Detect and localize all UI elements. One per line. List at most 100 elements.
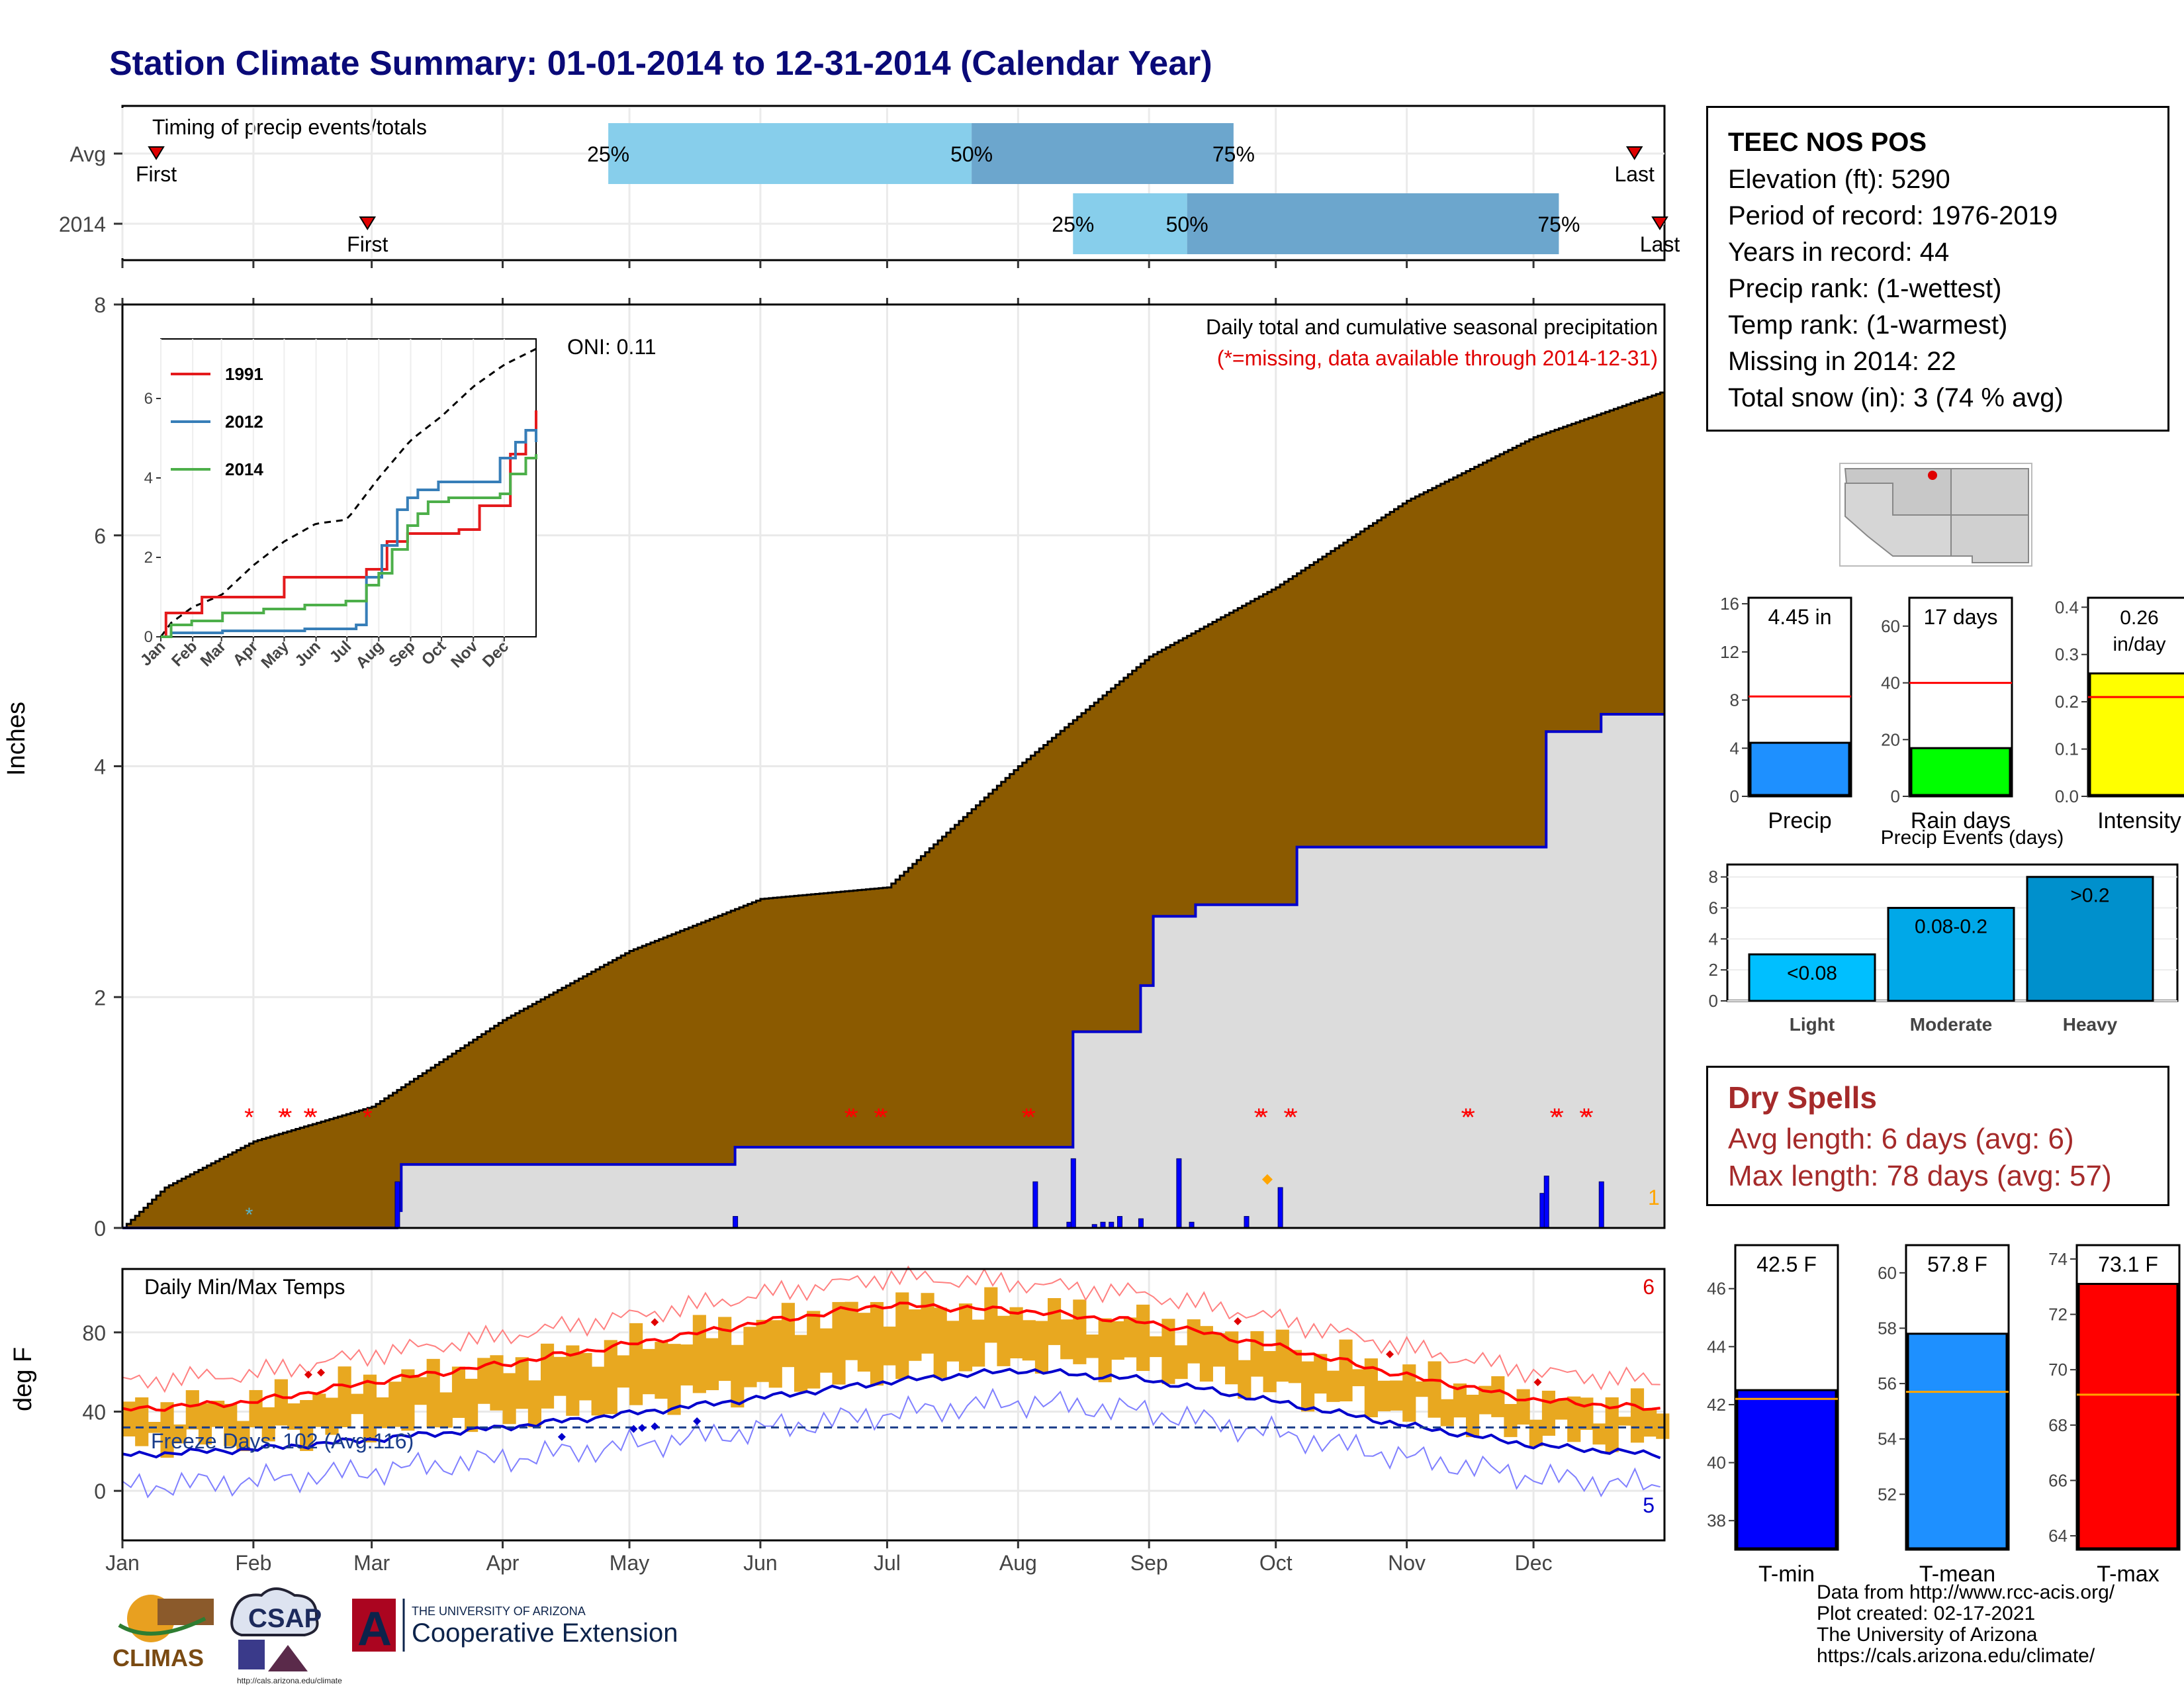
small-chart-value-label: 42.5 F [1756,1252,1817,1276]
daily-temp-bar [451,1366,466,1418]
climas-logo: CLIMAS [113,1595,214,1671]
month-label: Feb [235,1551,271,1575]
events-y-label: 6 [1709,898,1718,918]
daily-temp-bar [984,1287,998,1343]
timing-panel: Timing of precip events/totals Avg 25% 50%… [59,105,1680,306]
small-chart-y-label: 20 [1881,729,1900,749]
daily-temp-bar [972,1319,985,1367]
small-chart-y-label: 0.1 [2055,739,2079,759]
daily-temp-bar [997,1315,1011,1366]
daily-temp-bar [1428,1361,1441,1418]
precip-y-tick-label: 0 [94,1217,106,1241]
daily-precip-bar [1277,1187,1283,1229]
precip-y-tick-label: 2 [94,986,106,1009]
small-chart-label: Rain days [1911,808,2011,833]
small-chart-value-label: 4.45 in [1768,605,1831,629]
missing-marker: * [1579,1104,1589,1132]
daily-temp-bar [1415,1381,1429,1397]
daily-temp-bar [185,1390,199,1430]
daily-temp-bar [401,1369,415,1431]
daily-temp-bar [705,1338,719,1391]
small-chart-y-label: 74 [2048,1249,2068,1269]
station-line: Precip rank: (1-wettest) [1728,274,2002,303]
daily-temp-bar [261,1407,275,1442]
precip-count: 1 [1648,1186,1660,1209]
csap-logo: CSAP http://cals.arizona.edu/climate [230,1587,342,1685]
daily-temp-bar [1161,1319,1175,1384]
daily-temp-bar [1034,1321,1048,1374]
temp-panel: 0 40 80 Daily Min/Max Temps Freeze Days: 1… [9,1265,1670,1575]
small-chart-y-label: 0.3 [2055,645,2079,665]
daily-temp-bar [692,1315,706,1393]
inset-legend-label: 2014 [225,459,263,479]
temp-y-label: deg F [9,1347,37,1411]
small-chart-value-label: 73.1 F [2098,1252,2158,1276]
logos: CLIMAS CSAP http://cals.arizona.edu/clim… [113,1587,678,1685]
daily-temp-bar [1339,1339,1353,1402]
small-chart-y-label: 52 [1878,1484,1897,1504]
ua-logo: A THE UNIVERSITY OF ARIZONA Cooperative … [352,1599,678,1656]
daily-temp-bar [1288,1350,1302,1383]
daily-temp-bar [1098,1318,1112,1383]
obs-cumulative-area [122,714,1664,1228]
daily-temp-bar [1187,1319,1201,1364]
precip-title: Daily total and cumulative seasonal prec… [1206,315,1658,339]
precip-areas [122,391,1666,1229]
small-chart-y-label: 4 [1730,738,1739,758]
small-chart-y-label: 8 [1730,690,1739,710]
temp-title: Daily Min/Max Temps [144,1275,345,1299]
month-label: Jan [105,1551,140,1575]
daily-precip-bar [1598,1181,1604,1229]
timing-q25-label: 25% [587,142,629,166]
credit-line: Data from http://www.rcc-acis.org/ [1817,1581,2115,1603]
month-label: Nov [1388,1551,1426,1575]
events-y-label: 0 [1709,991,1718,1011]
daily-temp-bar [426,1358,440,1428]
daily-temp-bar [173,1424,187,1444]
daily-temp-bar [642,1348,656,1395]
missing-marker: * [878,1104,888,1132]
small-chart-label: T-min [1758,1562,1815,1587]
daily-temp-bar [465,1378,478,1432]
daily-temp-bar [287,1403,301,1430]
daily-temp-bar [781,1303,795,1368]
daily-temp-bar [1314,1354,1328,1394]
daily-temp-bar [1453,1383,1467,1418]
daily-temp-bar [1212,1333,1226,1367]
credits: Data from http://www.rcc-acis.org/ Plot … [1817,1582,2115,1667]
daily-temp-bar [883,1327,897,1366]
daily-temp-bar [350,1393,364,1415]
record-high-line [122,1265,1661,1393]
csap-text: CSAP [248,1604,322,1633]
daily-temp-bar [325,1397,339,1435]
daily-temp-bar [895,1292,909,1380]
inset-series-line [161,454,537,638]
precip-y-tick-label: 8 [94,293,106,317]
daily-temp-bar [1567,1396,1581,1442]
timing-last-label: Last [1640,232,1680,256]
temp-y-axis: 0 40 80 [82,1321,122,1503]
small-chart-bar [1736,1389,1837,1550]
daily-temp-bar [794,1335,808,1392]
events-title: Precip Events (days) [1881,827,2064,849]
inset-y-tick-label: 4 [144,469,153,487]
daily-temp-bar [236,1421,250,1452]
daily-temp-bar [680,1344,694,1385]
ua-line1: THE UNIVERSITY OF ARIZONA [412,1605,586,1618]
record-high-marker [1234,1317,1242,1326]
record-low-marker [693,1417,702,1426]
record-low-marker [638,1424,647,1432]
snow-asterisk: * [246,1204,253,1226]
daily-temp-bar [1022,1320,1036,1361]
small-chart-y-label: 40 [1881,673,1900,693]
timing-first-label: First [347,232,388,256]
daily-temp-bar [1364,1358,1378,1418]
small-chart-y-label: 60 [1878,1263,1897,1283]
small-chart-bar [1749,741,1850,796]
daily-precip-bar [1117,1216,1123,1229]
small-chart-y-label: 40 [1707,1453,1726,1473]
record-low-marker [557,1432,566,1441]
timing-q50-label: 50% [1166,212,1208,236]
missing-markers: * ** ** * ** ** ** ** ** ** ** ** [244,1104,1594,1132]
timing-q50-label: 50% [950,142,993,166]
